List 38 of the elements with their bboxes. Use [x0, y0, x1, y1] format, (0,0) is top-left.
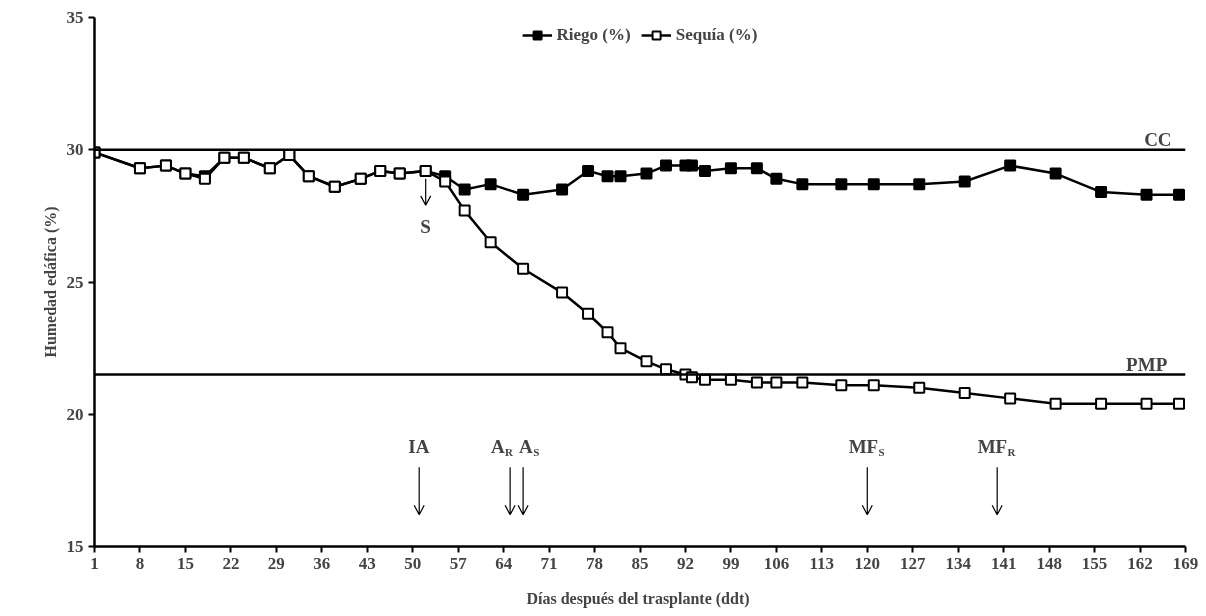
x-tick-label: 78: [586, 553, 604, 573]
x-tick-label: 50: [404, 553, 422, 573]
y-tick-label: 20: [66, 404, 84, 424]
x-tick-label: 155: [1081, 553, 1108, 573]
x-tick-label: 113: [809, 553, 835, 573]
x-tick-label: 36: [313, 553, 331, 573]
x-tick-label: 106: [763, 553, 790, 573]
x-tick-label: 85: [631, 553, 649, 573]
x-tick-label: 71: [540, 553, 558, 573]
x-tick-label: 43: [358, 553, 376, 573]
ref-line-label: IA: [408, 435, 430, 457]
y-axis-title: Humedad edáfica (%): [41, 206, 60, 358]
y-tick-label: 25: [66, 272, 84, 292]
ref-line-label: PMP: [1126, 353, 1168, 375]
x-tick-label: 127: [900, 553, 926, 573]
x-tick-label: 92: [676, 553, 694, 573]
y-tick-label: 15: [66, 537, 84, 556]
legend-label: Riego (%): [556, 25, 631, 45]
x-tick-label: 169: [1172, 553, 1199, 573]
x-tick-label: 29: [267, 553, 285, 573]
x-tick-label: 120: [854, 553, 881, 573]
y-tick-label: 35: [66, 8, 84, 27]
x-tick-label: 148: [1036, 553, 1062, 573]
annotation: S: [420, 215, 431, 237]
x-tick-label: 57: [449, 553, 468, 573]
x-tick-label: 22: [222, 553, 240, 573]
x-axis-title: Días después del trasplante (ddt): [526, 589, 750, 608]
x-tick-label: 99: [722, 553, 740, 573]
x-tick-label: 134: [945, 553, 972, 573]
y-tick-label: 30: [66, 140, 84, 160]
legend-label: Sequía (%): [675, 25, 758, 45]
x-tick-label: 15: [176, 553, 194, 573]
ref-line-label: CC: [1144, 128, 1172, 150]
x-tick-label: 162: [1127, 553, 1153, 573]
x-tick-label: 141: [990, 553, 1017, 573]
x-tick-label: 1: [90, 553, 99, 573]
x-tick-label: 8: [135, 553, 145, 573]
x-tick-label: 64: [495, 553, 513, 573]
